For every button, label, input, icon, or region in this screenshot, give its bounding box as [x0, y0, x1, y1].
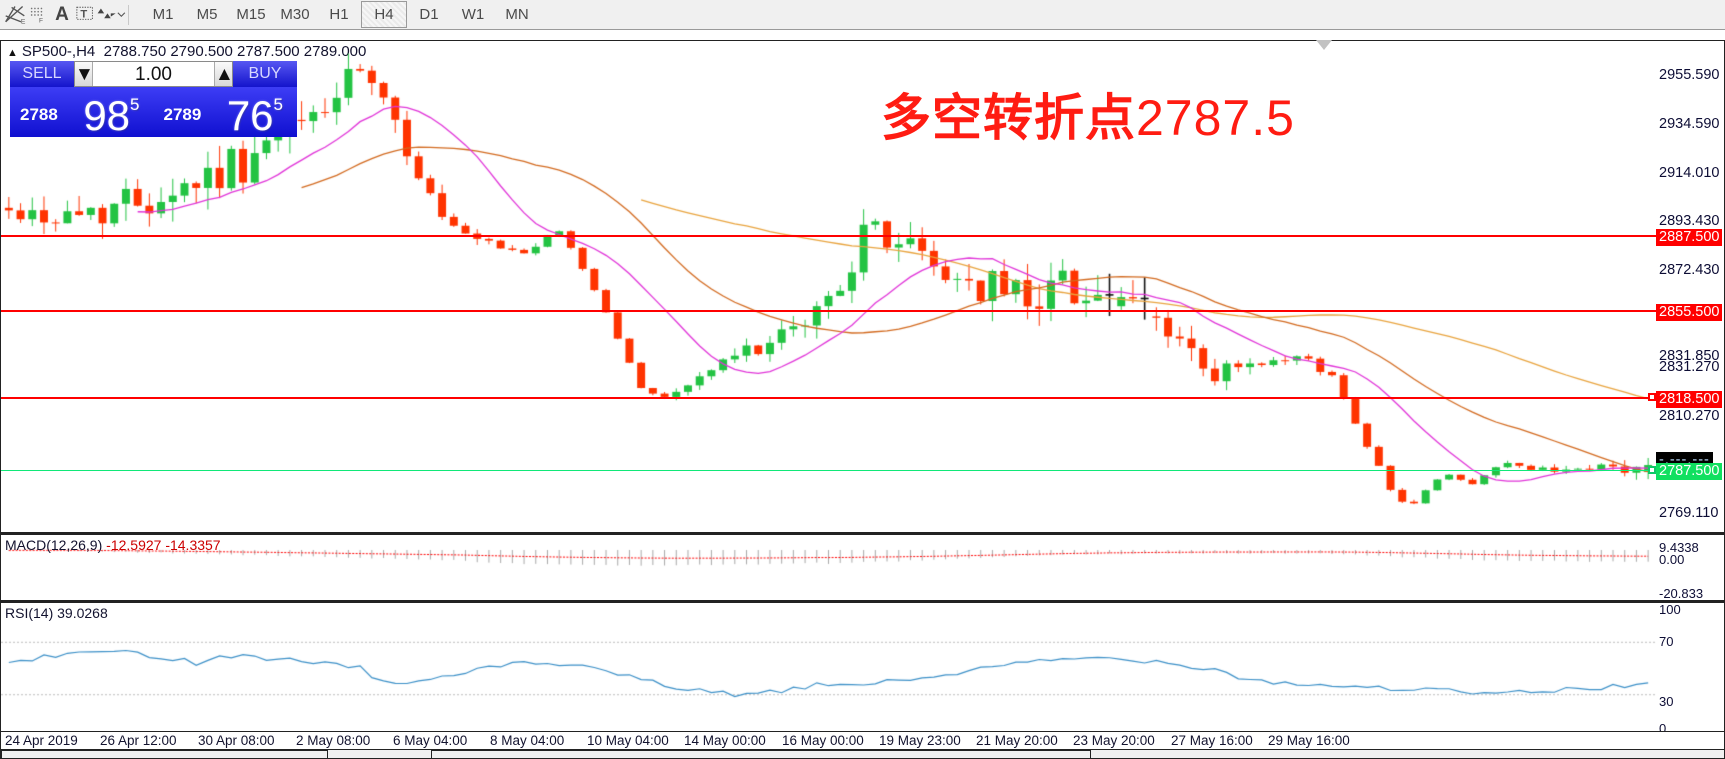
- svg-text:E: E: [21, 18, 26, 25]
- svg-text:F: F: [39, 17, 43, 24]
- svg-text:T: T: [80, 8, 87, 20]
